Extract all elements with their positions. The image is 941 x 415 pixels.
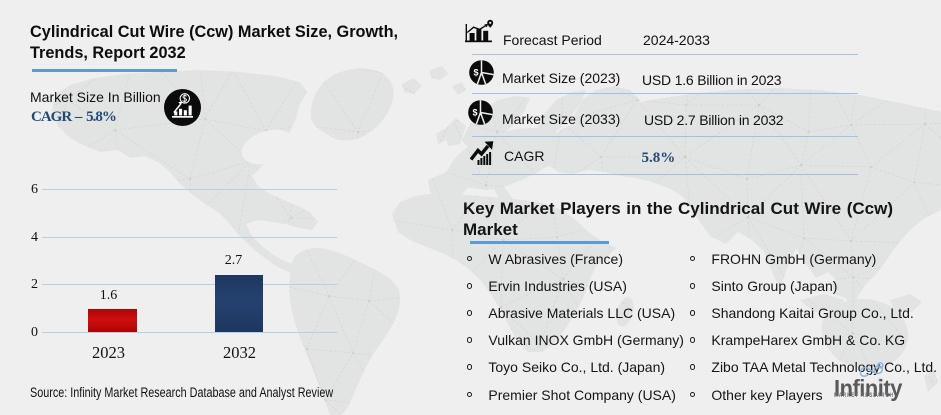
svg-text:$: $ bbox=[473, 68, 478, 78]
svg-text:$: $ bbox=[472, 108, 477, 118]
